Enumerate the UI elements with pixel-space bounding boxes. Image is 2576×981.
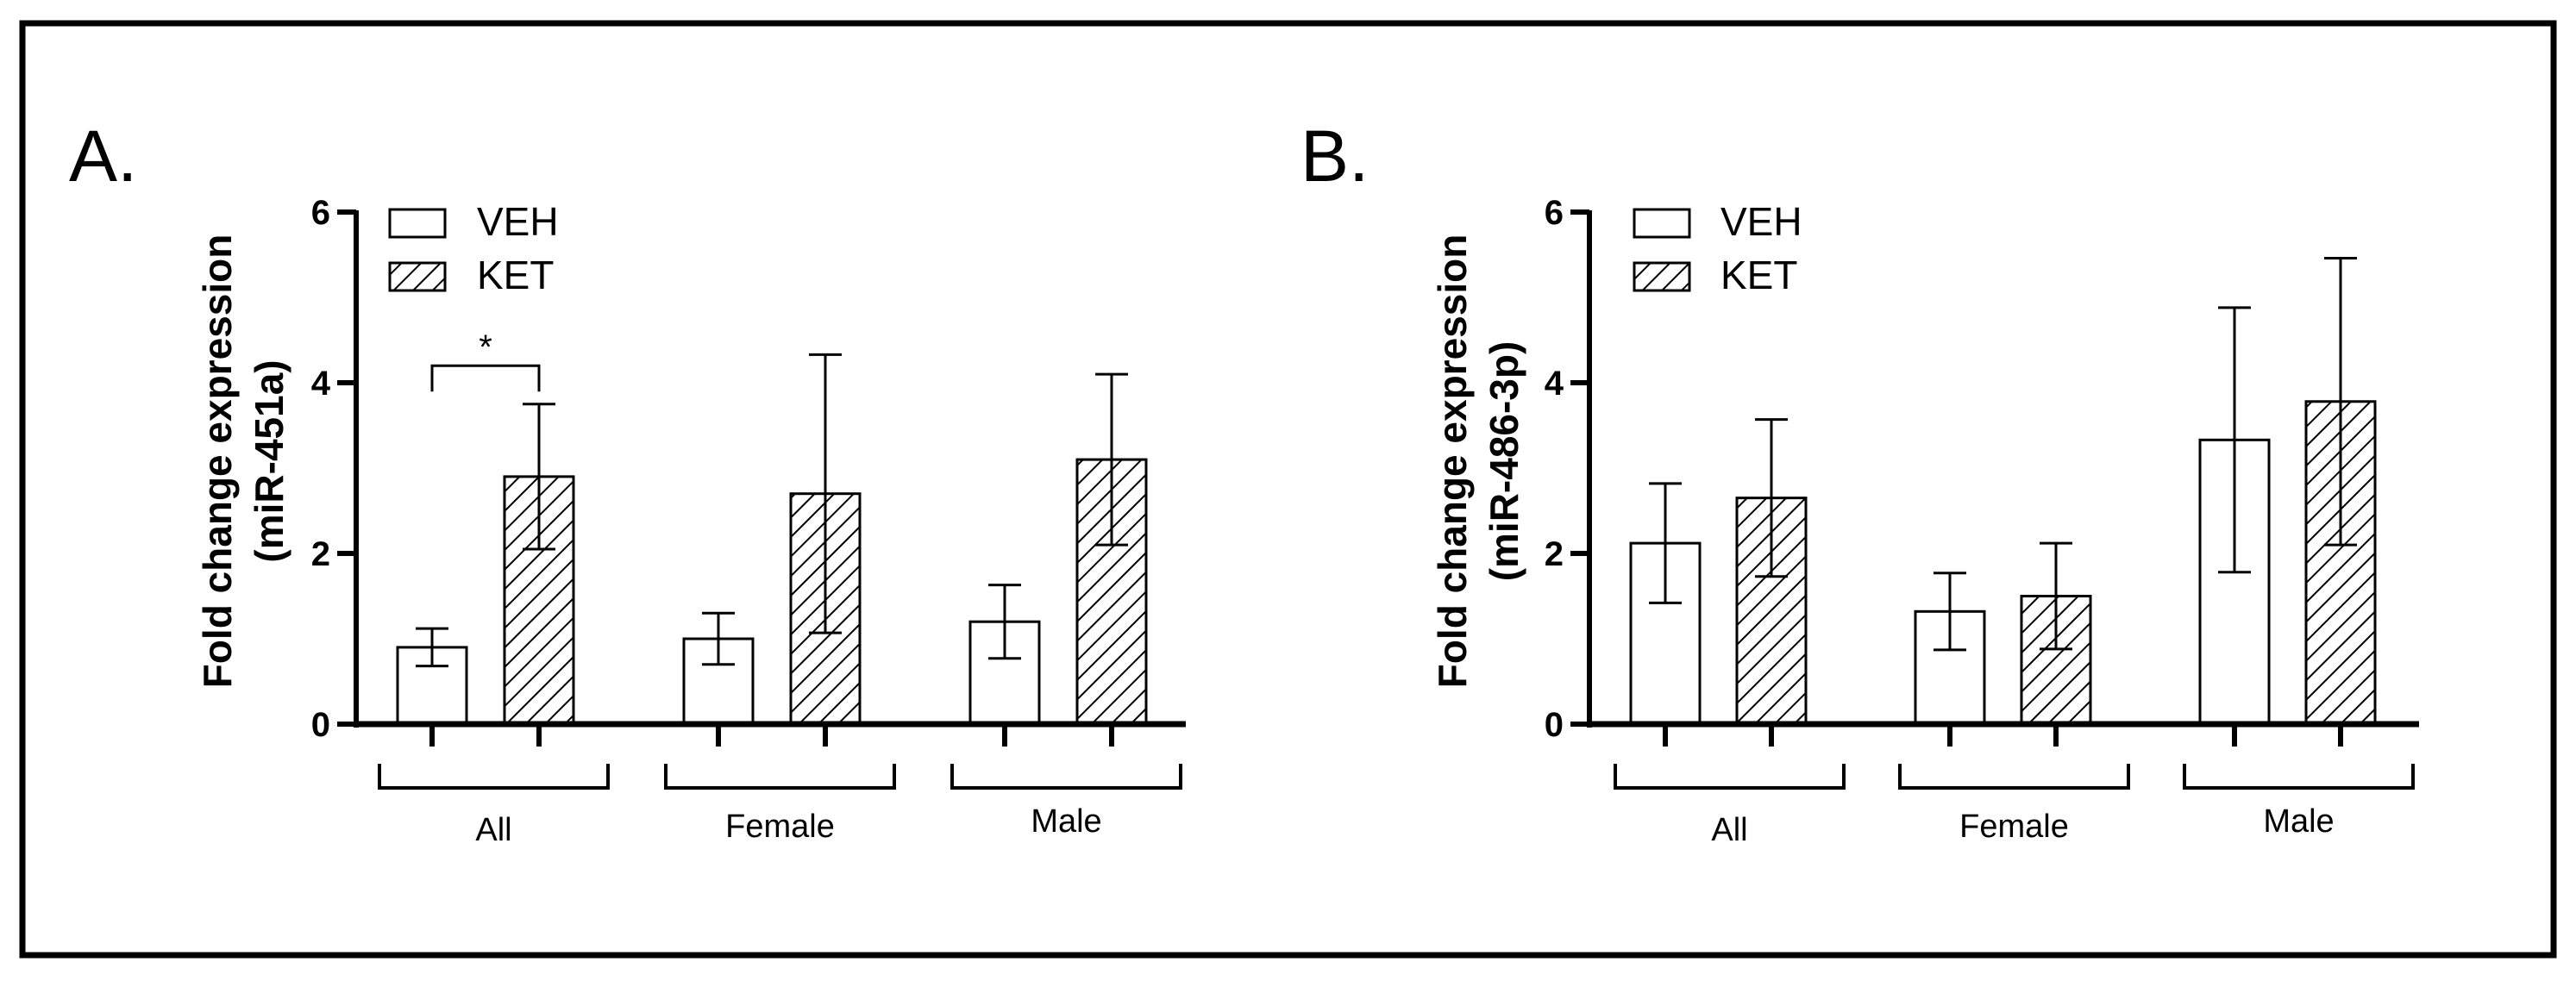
panel-a-legend-swatch-veh: [388, 208, 447, 239]
panel-b-category-label-all: All: [1711, 812, 1747, 848]
panel-b-legend-label-ket: KET: [1720, 253, 1797, 297]
panel-a-ylabel-line2: (miR-451a): [247, 359, 291, 562]
panel-a-ytick-label-1: 2: [311, 535, 330, 573]
panel-b-legend-label-veh: VEH: [1720, 199, 1802, 244]
panel-a-legend-label-ket: KET: [477, 253, 554, 297]
panel-b-category-label-female: Female: [1959, 809, 2069, 845]
panel-a-legend-label-veh: VEH: [477, 199, 559, 244]
panel-a-significance-bracket-0: [430, 364, 541, 392]
panel-b-group-bracket-all: [1614, 764, 1846, 790]
panel-b-ytick-label-0: 0: [1545, 706, 1564, 744]
panel-b-category-label-male: Male: [2263, 803, 2334, 840]
panel-a-ytick-label-3: 6: [311, 194, 330, 232]
panel-b-ylabel-line2: (miR-486-3p): [1482, 341, 1526, 582]
panel-b-ytick-label-3: 6: [1545, 194, 1564, 232]
panel-b-ytick-label-2: 4: [1545, 365, 1564, 403]
panel-a-label: A.: [69, 116, 137, 197]
panel-a-group-bracket-female: [664, 764, 896, 790]
panel-b-label: B.: [1301, 116, 1369, 197]
panel-a-significance-label-0: *: [479, 328, 492, 366]
panel-b-group-bracket-male: [2183, 764, 2415, 790]
panel-b-ylabel-line1: Fold change expression: [1430, 234, 1475, 689]
panel-a-ytick-label-0: 0: [311, 706, 330, 744]
panel-a-ytick-label-2: 4: [311, 365, 331, 403]
panel-a-group-bracket-male: [950, 764, 1182, 790]
panel-a-group-bracket-all: [378, 764, 610, 790]
panel-a-ylabel-line1: Fold change expression: [195, 234, 240, 689]
panel-b-ytick-label-1: 2: [1545, 535, 1564, 573]
panel-a: A. Fold change expression (miR-451a) 0 2 4…: [69, 116, 1186, 848]
panel-b-legend-swatch-veh: [1633, 208, 1691, 239]
panel-a-legend-swatch-ket: [388, 261, 447, 292]
panel-b-group-bracket-female: [1898, 764, 2130, 790]
figure-border: [19, 20, 2557, 959]
panel-a-category-label-male: Male: [1031, 803, 1101, 840]
panel-a-category-label-all: All: [475, 812, 511, 848]
panel-b-legend-swatch-ket: [1633, 261, 1691, 292]
panel-a-category-label-female: Female: [725, 809, 835, 845]
panel-b: B. Fold change expression (miR-486-3p) 0…: [1301, 116, 2419, 848]
